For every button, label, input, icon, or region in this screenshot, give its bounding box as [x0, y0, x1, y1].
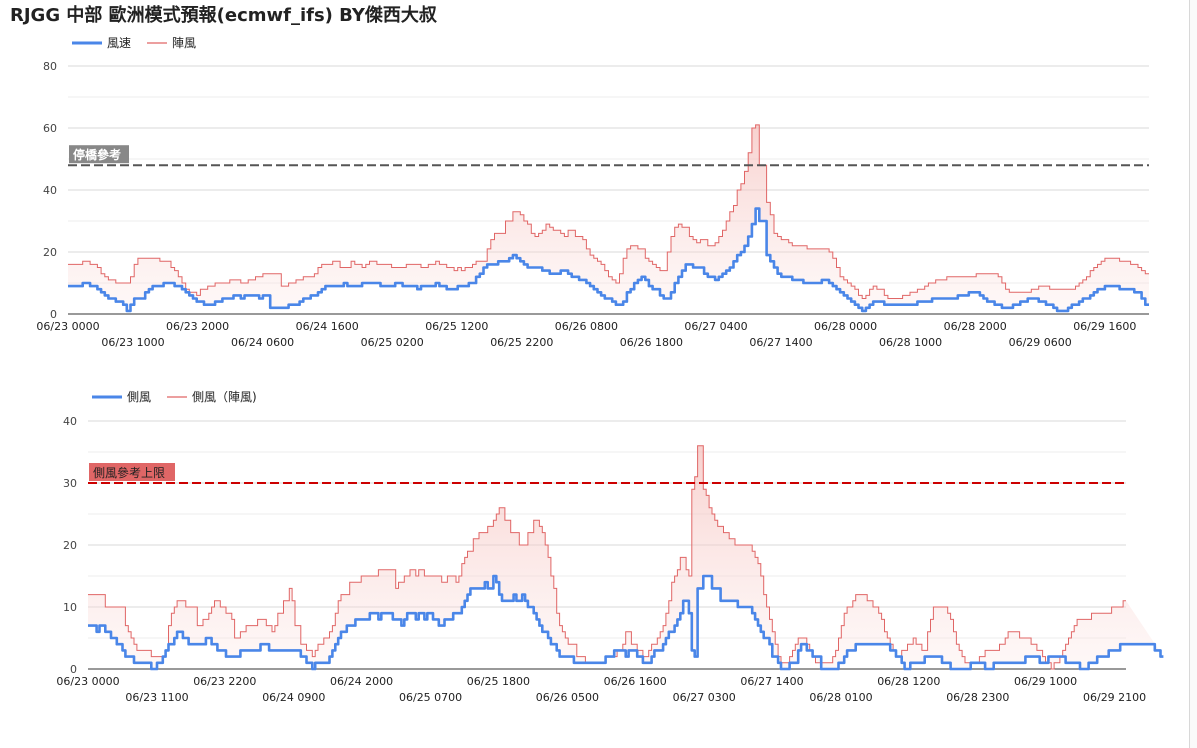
legend-label-speed: 側風	[127, 390, 151, 404]
y-tick-label: 60	[43, 122, 57, 135]
series-line-gust	[68, 124, 1149, 299]
x-tick-label: 06/28 0100	[809, 691, 872, 704]
x-tick-label: 06/29 1600	[1073, 320, 1136, 333]
x-tick-label: 06/26 1600	[604, 675, 667, 688]
x-tick-label: 06/27 0400	[684, 320, 747, 333]
x-tick-label: 06/25 1200	[425, 320, 488, 333]
x-tick-label: 06/29 0600	[1009, 336, 1072, 349]
reference-label-bg	[89, 463, 175, 481]
x-tick-label: 06/25 0200	[361, 336, 424, 349]
x-tick-label: 06/23 1100	[125, 691, 188, 704]
y-tick-label: 40	[63, 415, 77, 428]
x-tick-label: 06/27 1400	[740, 675, 803, 688]
y-tick-label: 40	[43, 184, 57, 197]
gust-area	[88, 445, 1164, 669]
y-tick-label: 80	[43, 60, 57, 73]
x-tick-label: 06/23 2000	[166, 320, 229, 333]
x-tick-label: 06/29 2100	[1083, 691, 1146, 704]
x-tick-label: 06/24 0600	[231, 336, 294, 349]
series-line-speed	[88, 574, 1164, 671]
x-tick-label: 06/28 2000	[944, 320, 1007, 333]
reference-label-bg	[69, 145, 129, 164]
page-scrollbar[interactable]	[1189, 0, 1197, 748]
x-tick-label: 06/27 0300	[673, 691, 736, 704]
gust-area	[68, 124, 1149, 311]
legend-label-gust: 陣風	[172, 36, 196, 50]
series-line-speed	[68, 207, 1149, 313]
reference-label: 停橋參考	[73, 147, 121, 162]
y-tick-label: 0	[50, 308, 57, 321]
x-tick-label: 06/24 0900	[262, 691, 325, 704]
y-tick-label: 0	[70, 663, 77, 676]
page-title: RJGG 中部 歐洲模式預報(ecmwf_ifs) BY傑西大叔	[10, 5, 437, 26]
series-line-gust	[88, 445, 1126, 670]
y-tick-label: 20	[63, 539, 77, 552]
x-tick-label: 06/26 0500	[536, 691, 599, 704]
legend-label-speed: 風速	[107, 36, 131, 50]
y-tick-label: 20	[43, 246, 57, 259]
x-tick-label: 06/27 1400	[749, 336, 812, 349]
x-tick-label: 06/26 0800	[555, 320, 618, 333]
x-tick-label: 06/23 0000	[36, 320, 99, 333]
x-tick-label: 06/28 1000	[879, 336, 942, 349]
reference-label: 側風參考上限	[93, 465, 165, 480]
x-tick-label: 06/25 1800	[467, 675, 530, 688]
x-tick-label: 06/23 2200	[193, 675, 256, 688]
y-tick-label: 30	[63, 477, 77, 490]
legend-label-gust: 側風（陣風)	[192, 390, 257, 404]
x-tick-label: 06/25 0700	[399, 691, 462, 704]
x-tick-label: 06/23 0000	[56, 675, 119, 688]
y-tick-label: 10	[63, 601, 77, 614]
x-tick-label: 06/24 2000	[330, 675, 393, 688]
x-tick-label: 06/28 2300	[946, 691, 1009, 704]
x-tick-label: 06/28 0000	[814, 320, 877, 333]
x-tick-label: 06/24 1600	[296, 320, 359, 333]
x-tick-label: 06/23 1000	[101, 336, 164, 349]
x-tick-label: 06/25 2200	[490, 336, 553, 349]
x-tick-label: 06/29 1000	[1014, 675, 1077, 688]
x-tick-label: 06/26 1800	[620, 336, 683, 349]
x-tick-label: 06/28 1200	[877, 675, 940, 688]
